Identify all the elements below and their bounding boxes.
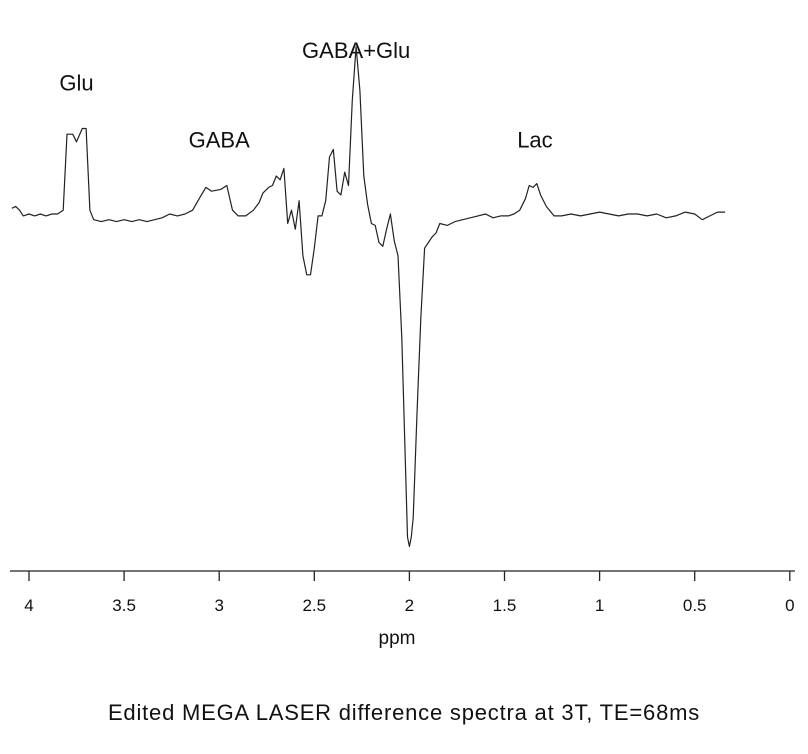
figure-caption: Edited MEGA LASER difference spectra at …	[107, 700, 701, 725]
x-tick-label: 0.5	[683, 596, 707, 615]
x-axis-ticks: 4 3.5 3 2.5 2 1.5 1 0.5 0	[24, 571, 795, 615]
peak-label: Glu	[59, 71, 93, 96]
peak-label: Lac	[517, 128, 552, 153]
x-axis-title: ppm	[379, 628, 416, 649]
x-tick-label: 2.5	[302, 596, 326, 615]
peak-label: GABA	[189, 128, 250, 153]
x-tick-label: 1	[595, 596, 604, 615]
x-tick-label: 1.5	[493, 596, 517, 615]
x-tick-label: 3	[214, 596, 223, 615]
x-tick-label: 0	[785, 596, 794, 615]
spectrum-line	[11, 46, 726, 548]
x-tick-label: 4	[24, 596, 33, 615]
x-tick-label: 2	[405, 596, 414, 615]
x-tick-label: 3.5	[112, 596, 136, 615]
